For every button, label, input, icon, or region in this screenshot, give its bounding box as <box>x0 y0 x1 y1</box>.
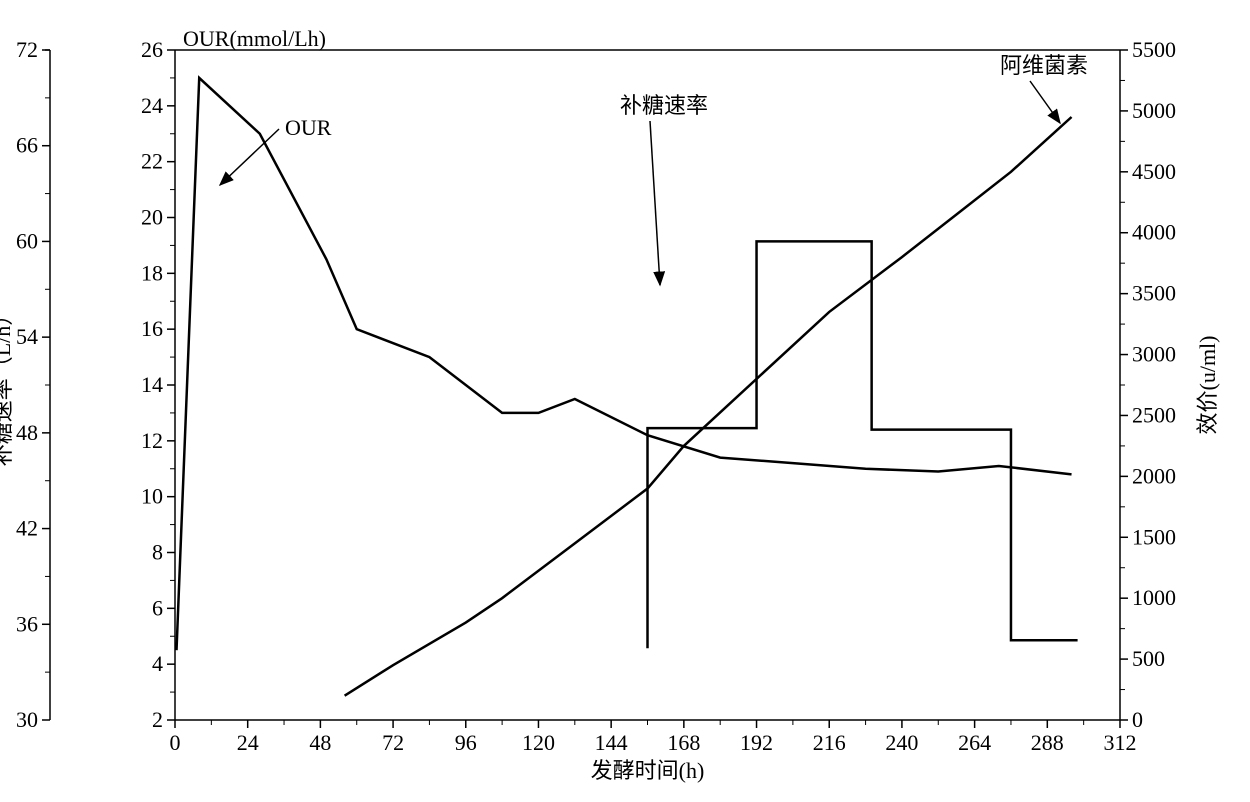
svg-text:288: 288 <box>1031 730 1064 755</box>
annotation-arrow-1 <box>650 121 660 285</box>
svg-text:60: 60 <box>16 228 38 253</box>
svg-text:补糖速率（L/h）: 补糖速率（L/h） <box>0 304 15 467</box>
svg-text:96: 96 <box>455 730 477 755</box>
svg-text:4: 4 <box>152 651 163 676</box>
svg-text:12: 12 <box>141 428 163 453</box>
svg-text:48: 48 <box>16 420 38 445</box>
annotation-label-1: 补糖速率 <box>620 93 708 118</box>
svg-text:效价(u/ml): 效价(u/ml) <box>1195 336 1220 435</box>
svg-text:10: 10 <box>141 484 163 509</box>
svg-text:2500: 2500 <box>1132 402 1176 427</box>
svg-text:8: 8 <box>152 540 163 565</box>
svg-text:5000: 5000 <box>1132 98 1176 123</box>
svg-text:120: 120 <box>522 730 555 755</box>
svg-text:4500: 4500 <box>1132 159 1176 184</box>
svg-text:1000: 1000 <box>1132 585 1176 610</box>
svg-text:6: 6 <box>152 595 163 620</box>
fermentation-chart: 3036424854606672补糖速率（L/h）246810121416182… <box>0 0 1250 802</box>
svg-text:2: 2 <box>152 707 163 732</box>
svg-text:5500: 5500 <box>1132 37 1176 62</box>
svg-text:30: 30 <box>16 707 38 732</box>
annotation-label-2: 阿维菌素 <box>1000 53 1088 78</box>
svg-text:48: 48 <box>309 730 331 755</box>
svg-text:192: 192 <box>740 730 773 755</box>
svg-text:发酵时间(h): 发酵时间(h) <box>591 758 705 783</box>
svg-text:18: 18 <box>141 260 163 285</box>
svg-text:OUR(mmol/Lh): OUR(mmol/Lh) <box>183 26 326 51</box>
svg-text:22: 22 <box>141 149 163 174</box>
svg-text:24: 24 <box>237 730 259 755</box>
svg-text:500: 500 <box>1132 646 1165 671</box>
series-titer <box>345 117 1072 696</box>
svg-text:240: 240 <box>885 730 918 755</box>
svg-text:36: 36 <box>16 611 38 636</box>
svg-text:168: 168 <box>667 730 700 755</box>
svg-text:26: 26 <box>141 37 163 62</box>
svg-text:72: 72 <box>16 37 38 62</box>
annotation-label-0: OUR <box>285 115 332 140</box>
svg-text:1500: 1500 <box>1132 524 1176 549</box>
annotation-arrow-2 <box>1030 81 1060 123</box>
svg-text:20: 20 <box>141 205 163 230</box>
svg-text:54: 54 <box>16 324 38 349</box>
series-our <box>177 78 1072 650</box>
svg-text:312: 312 <box>1104 730 1137 755</box>
svg-text:66: 66 <box>16 133 38 158</box>
chart-container: 3036424854606672补糖速率（L/h）246810121416182… <box>0 0 1250 802</box>
svg-text:3000: 3000 <box>1132 342 1176 367</box>
svg-text:0: 0 <box>170 730 181 755</box>
annotation-arrow-0 <box>220 129 279 185</box>
svg-text:42: 42 <box>16 516 38 541</box>
svg-text:24: 24 <box>141 93 163 118</box>
svg-text:216: 216 <box>813 730 846 755</box>
svg-text:16: 16 <box>141 316 163 341</box>
svg-text:264: 264 <box>958 730 991 755</box>
svg-text:72: 72 <box>382 730 404 755</box>
series-sugar-rate <box>648 241 1078 648</box>
svg-text:14: 14 <box>141 372 163 397</box>
svg-text:4000: 4000 <box>1132 220 1176 245</box>
svg-text:0: 0 <box>1132 707 1143 732</box>
svg-text:2000: 2000 <box>1132 463 1176 488</box>
svg-text:3500: 3500 <box>1132 281 1176 306</box>
svg-text:144: 144 <box>595 730 628 755</box>
